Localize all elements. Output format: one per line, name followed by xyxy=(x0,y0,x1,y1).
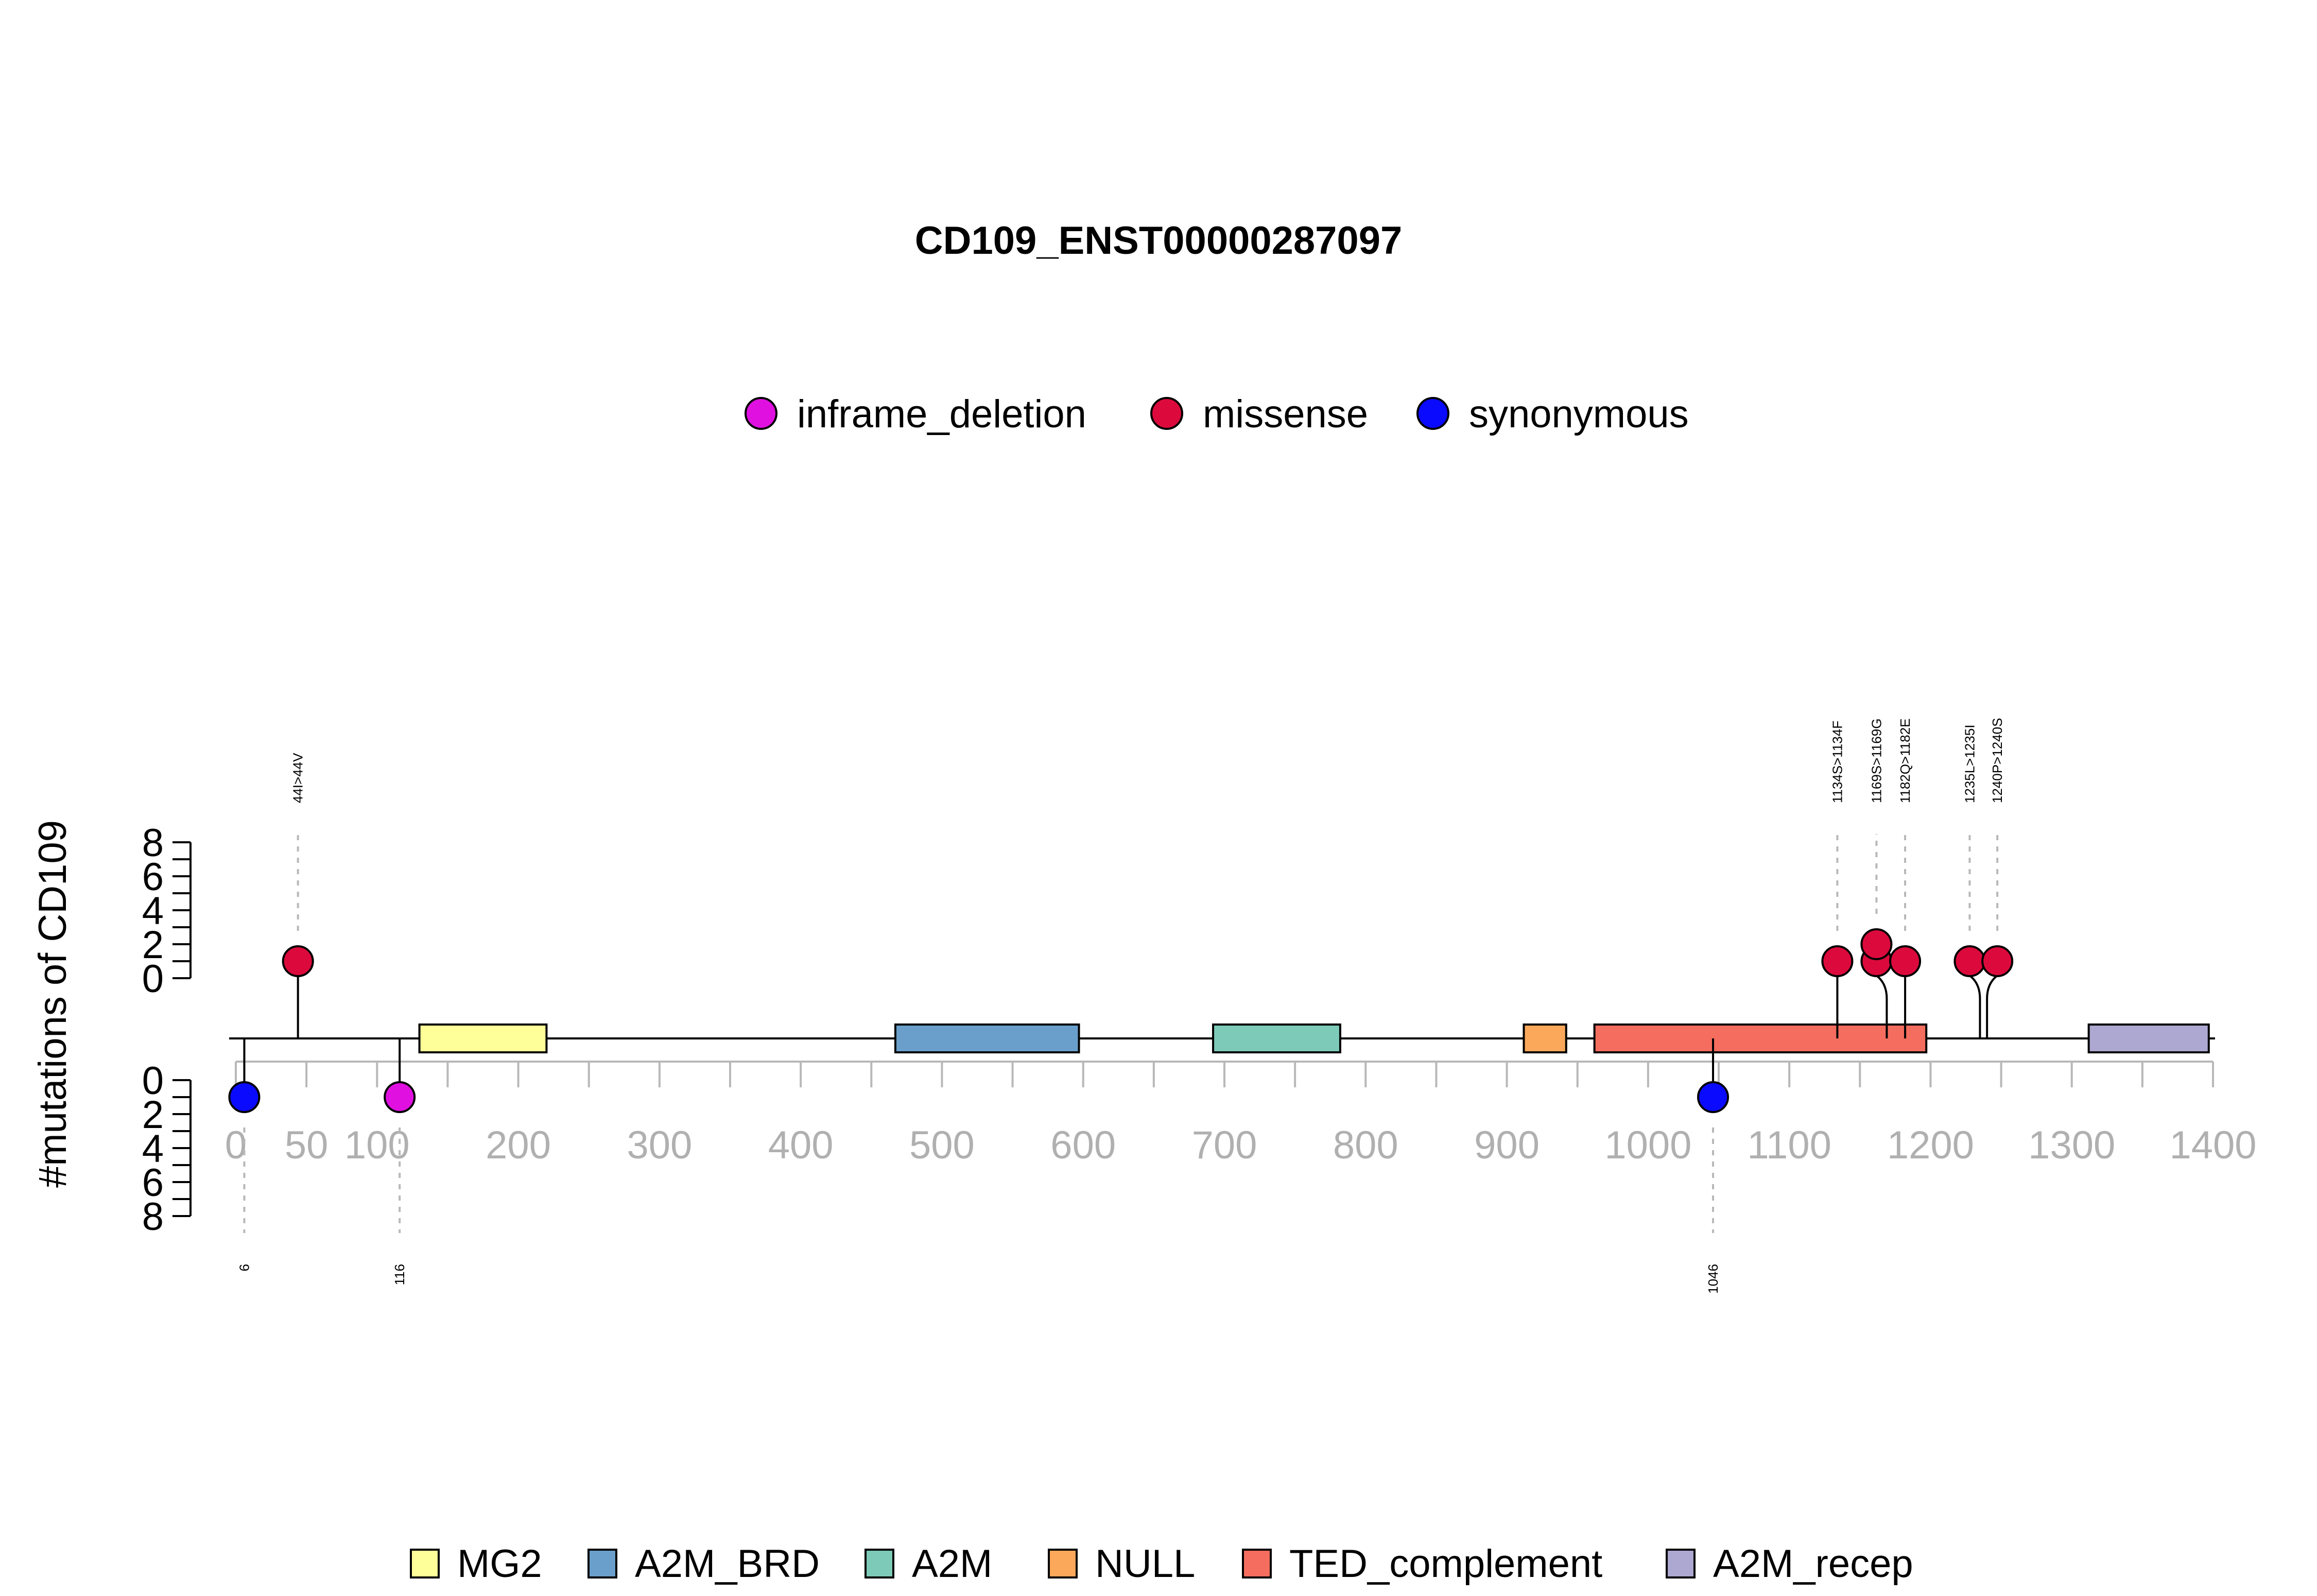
mutation-bottom-6: 6 xyxy=(228,1038,261,1271)
domain-box-A2M_recep xyxy=(2087,1023,2210,1053)
x-tick-label: 1200 xyxy=(1887,1123,1974,1167)
legend-label-inframe_deletion: inframe_deletion xyxy=(797,392,1086,436)
y-tick-label-bottom: 2 xyxy=(142,1093,164,1137)
mutation-bottom-1046: 1046 xyxy=(1697,1038,1730,1294)
legend-label-missense: missense xyxy=(1203,392,1368,436)
y-tick-label-top: 6 xyxy=(142,855,164,899)
legend-marker-synonymous xyxy=(1416,397,1449,430)
legend-label-synonymous: synonymous xyxy=(1469,392,1689,436)
y-tick-label-top: 0 xyxy=(142,957,164,1001)
x-tick-label: 800 xyxy=(1333,1123,1398,1167)
mutation-label: 1182Q>1182E xyxy=(1897,718,1913,803)
domain-legend-label-TED_complement: TED_complement xyxy=(1289,1542,1602,1586)
domain-legend: MG2 A2M_BRD A2M NULL TED_complement A2M_recep xyxy=(410,1542,1913,1586)
y-tick-label-top: 8 xyxy=(142,821,164,865)
mutation-head-missense xyxy=(1981,945,2014,977)
x-tick-label: 200 xyxy=(486,1123,551,1167)
mutation-head-missense xyxy=(1889,945,1922,977)
chart-title: CD109_ENST00000287097 xyxy=(915,219,1402,263)
domain-legend-swatch-A2M_BRD xyxy=(587,1549,617,1578)
y-tick-label-bottom: 8 xyxy=(142,1195,164,1239)
domain-box-TED_complement xyxy=(1593,1023,1928,1053)
mutation-label: 6 xyxy=(236,1264,252,1271)
domain-legend-swatch-NULL xyxy=(1048,1549,1078,1578)
mutation-label: 1240P>1240S xyxy=(1990,718,2005,803)
y-tick-label-bottom: 0 xyxy=(142,1059,164,1103)
mutation-top-1169: 1169S>1169G xyxy=(1860,718,1893,1038)
mutation-head-synonymous xyxy=(228,1081,261,1113)
x-tick-label: 0 xyxy=(225,1123,247,1167)
domain-legend-label-A2M_BRD: A2M_BRD xyxy=(635,1542,820,1586)
domain-legend-label-NULL: NULL xyxy=(1095,1542,1195,1586)
mutation-head-missense xyxy=(1821,945,1854,977)
domain-box-A2M xyxy=(1212,1023,1341,1053)
domain-legend-swatch-A2M xyxy=(864,1549,894,1578)
x-tick-label: 700 xyxy=(1192,1123,1257,1167)
legend-marker-missense xyxy=(1150,397,1183,430)
y-tick-label-top: 2 xyxy=(142,923,164,967)
x-tick-label: 50 xyxy=(285,1123,328,1167)
x-tick-label: 400 xyxy=(768,1123,834,1167)
x-tick-label: 900 xyxy=(1474,1123,1540,1167)
domain-box-MG2 xyxy=(418,1023,548,1053)
y-tick-label-bottom: 6 xyxy=(142,1161,164,1205)
mutation-legend: inframe_deletion missense synonymous xyxy=(745,392,1689,436)
mutation-top-1134: 1134S>1134F xyxy=(1821,721,1854,1038)
mutation-top-1240: 1240P>1240S xyxy=(1981,718,2014,1038)
mutation-label: 1134S>1134F xyxy=(1829,721,1845,803)
mutation-label: 1169S>1169G xyxy=(1869,718,1884,803)
x-tick-label: 500 xyxy=(909,1123,975,1167)
mutation-head-missense xyxy=(282,945,314,977)
x-tick-label: 1400 xyxy=(2169,1123,2256,1167)
y-tick-label-top: 4 xyxy=(142,889,164,933)
domain-legend-swatch-TED_complement xyxy=(1242,1549,1272,1578)
x-tick-label: 1100 xyxy=(1747,1123,1831,1167)
mutation-label: 1046 xyxy=(1705,1264,1721,1294)
mutation-head-synonymous xyxy=(1697,1081,1730,1113)
domain-legend-label-MG2: MG2 xyxy=(457,1542,542,1586)
mutation-top-1235: 1235L>1235I xyxy=(1953,724,1986,1038)
x-tick-label: 1000 xyxy=(1604,1123,1691,1167)
mutation-top-1182: 1182Q>1182E xyxy=(1889,718,1922,1038)
mutation-lollipops: 44I>44V 1134S>1134F 1169S>1169G 1182Q>1182E… xyxy=(228,718,2014,1294)
domain-legend-label-A2M_recep: A2M_recep xyxy=(1713,1542,1913,1586)
mutation-top-44: 44I>44V xyxy=(282,753,314,1038)
y-axis-label: #mutations of CD109 xyxy=(31,820,75,1188)
domain-legend-label-A2M: A2M xyxy=(912,1542,992,1586)
mutation-label: 44I>44V xyxy=(290,753,306,803)
domain-box-NULL xyxy=(1523,1023,1567,1053)
mutation-label: 116 xyxy=(392,1264,407,1285)
domain-boxes xyxy=(418,1023,2210,1053)
x-tick-label: 1300 xyxy=(2028,1123,2115,1167)
mutation-bottom-116: 116 xyxy=(384,1038,416,1285)
y-tick-label-bottom: 4 xyxy=(142,1127,164,1171)
mutation-head-missense xyxy=(1953,945,1986,977)
x-tick-label: 300 xyxy=(627,1123,692,1167)
domain-legend-swatch-MG2 xyxy=(410,1549,440,1578)
legend-marker-inframe_deletion xyxy=(745,397,777,430)
domain-box-A2M_BRD xyxy=(894,1023,1080,1053)
mutation-label: 1235L>1235I xyxy=(1962,724,1977,803)
mutation-head-inframe_deletion xyxy=(384,1081,416,1113)
mutation-head-missense xyxy=(1860,928,1893,960)
x-tick-label: 600 xyxy=(1050,1123,1116,1167)
domain-legend-swatch-A2M_recep xyxy=(1666,1549,1696,1578)
